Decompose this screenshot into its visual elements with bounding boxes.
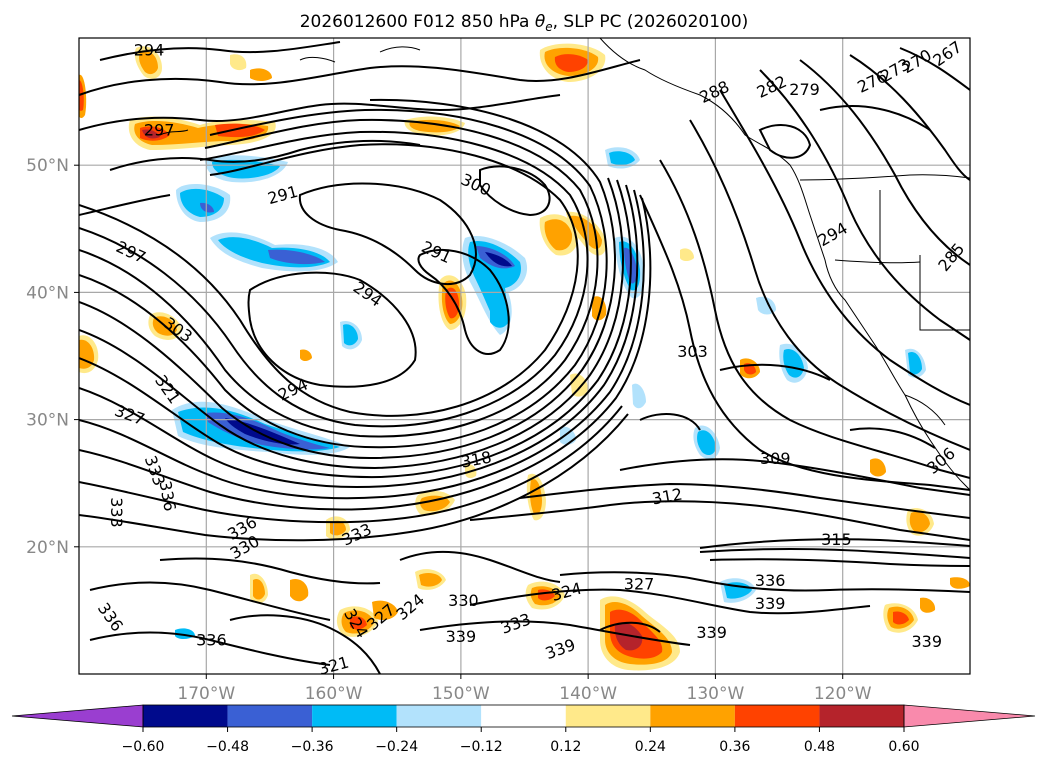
coastlines bbox=[159, 38, 970, 491]
colorbar-tick-label: −0.24 bbox=[375, 739, 418, 755]
lon-tick-label: 140°W bbox=[559, 684, 617, 704]
contour-label: 315 bbox=[821, 530, 852, 549]
latitude-tick-labels: 20°N 30°N 40°N 50°N bbox=[26, 156, 79, 558]
contour-label-group: 339 bbox=[911, 632, 942, 651]
contour-label-group: 303 bbox=[677, 342, 708, 361]
colorbar-under-arrow bbox=[11, 704, 144, 728]
colorbar-over-arrow bbox=[903, 704, 1036, 728]
colorbar-tick-label: 0.12 bbox=[550, 739, 581, 755]
contour-label: 333 bbox=[107, 497, 126, 528]
colorbar-tick-label: 0.24 bbox=[635, 739, 666, 755]
chart-title: 2026012600 F012 850 hPa θe, SLP PC (2026… bbox=[300, 12, 749, 34]
contour-label: 297 bbox=[144, 121, 175, 140]
contour-label-group: 339 bbox=[696, 623, 727, 642]
lat-tick-label: 50°N bbox=[26, 156, 69, 176]
contour-label-group: 336 bbox=[196, 631, 227, 650]
colorbar: −0.60 −0.48 −0.36 −0.24 −0.12 0.12 0.24 0.36 0.4… bbox=[11, 704, 1036, 755]
contour-label: 279 bbox=[789, 80, 820, 99]
contour-label: 303 bbox=[677, 342, 708, 361]
lon-tick-label: 170°W bbox=[177, 684, 235, 704]
colorbar-bin bbox=[312, 705, 397, 727]
colorbar-bin bbox=[481, 705, 566, 727]
colorbar-bin bbox=[650, 705, 735, 727]
contour-label-group: 339 bbox=[755, 594, 786, 613]
colorbar-tick-label: 0.60 bbox=[888, 739, 919, 755]
contour-label: 327 bbox=[624, 575, 655, 594]
colorbar-tick-label: 0.36 bbox=[719, 739, 750, 755]
lat-tick-label: 20°N bbox=[26, 538, 69, 558]
contour-label: 309 bbox=[760, 449, 791, 468]
contour-label: 330 bbox=[448, 591, 479, 610]
colorbar-frame bbox=[142, 704, 905, 728]
colorbar-tick-label: −0.60 bbox=[122, 739, 165, 755]
colorbar-tick-label: −0.12 bbox=[460, 739, 503, 755]
lon-tick-label: 150°W bbox=[432, 684, 490, 704]
contour-label-group: 294 bbox=[134, 40, 165, 59]
longitude-tick-labels: 170°W 160°W 150°W 140°W 130°W 120°W bbox=[177, 674, 872, 704]
contour-label-group: 339 bbox=[446, 627, 477, 646]
colorbar-tick-label: −0.48 bbox=[206, 739, 249, 755]
colorbar-bin bbox=[565, 705, 651, 727]
contour-label: 336 bbox=[196, 631, 227, 650]
contour-label-group: 315 bbox=[821, 530, 852, 549]
lon-tick-label: 160°W bbox=[305, 684, 363, 704]
contour-label-group: 279 bbox=[789, 80, 820, 99]
contour-label-group: 330 bbox=[448, 591, 479, 610]
colorbar-tick-label: −0.36 bbox=[291, 739, 334, 755]
colorbar-bin bbox=[143, 705, 228, 727]
contour-label: 339 bbox=[911, 632, 942, 651]
lon-tick-label: 130°W bbox=[687, 684, 745, 704]
colorbar-bin bbox=[734, 705, 820, 727]
map-frame bbox=[78, 37, 971, 675]
colorbar-tick-label: 0.48 bbox=[804, 739, 835, 755]
contour-label-group: 327 bbox=[624, 575, 655, 594]
contour-label-group: 309 bbox=[760, 449, 791, 468]
lon-tick-label: 120°W bbox=[814, 684, 872, 704]
contour-label: 336 bbox=[755, 571, 786, 590]
contour-label-group: 336 bbox=[755, 571, 786, 590]
lat-tick-label: 30°N bbox=[26, 411, 69, 431]
contour-label-group: 297 bbox=[144, 121, 175, 140]
anomaly-shading bbox=[79, 43, 970, 671]
contour-label: 339 bbox=[446, 627, 477, 646]
contour-lines bbox=[79, 41, 970, 674]
contour-label: 339 bbox=[755, 594, 786, 613]
contour-label: 339 bbox=[696, 623, 727, 642]
contour-label-group: 333 bbox=[107, 497, 126, 528]
contour-label: 294 bbox=[134, 40, 165, 59]
colorbar-bin bbox=[819, 705, 904, 727]
colorbar-bin bbox=[396, 705, 482, 727]
lat-tick-label: 40°N bbox=[26, 283, 69, 303]
colorbar-bin bbox=[227, 705, 313, 727]
